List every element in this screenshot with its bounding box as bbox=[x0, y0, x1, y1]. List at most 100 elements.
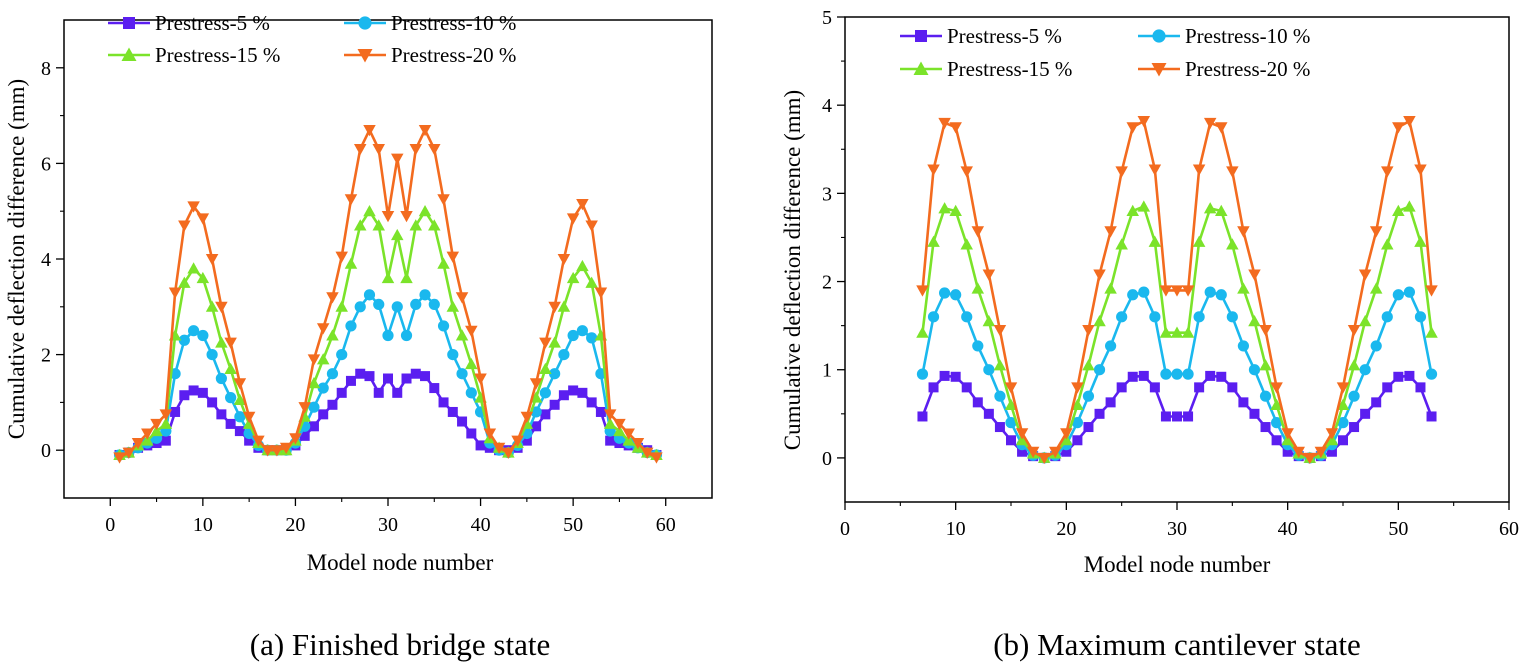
data-point bbox=[233, 378, 247, 390]
data-point bbox=[585, 276, 598, 288]
data-point bbox=[1093, 269, 1106, 281]
data-point bbox=[1093, 314, 1106, 327]
data-point bbox=[234, 411, 246, 423]
data-point bbox=[141, 428, 154, 440]
data-point bbox=[1381, 238, 1394, 250]
data-point bbox=[196, 271, 210, 284]
legend-label: Prestress-20 % bbox=[1185, 57, 1310, 81]
data-point bbox=[1203, 202, 1217, 214]
data-point bbox=[1172, 411, 1182, 422]
data-point bbox=[205, 300, 219, 312]
data-point bbox=[391, 153, 404, 165]
data-point bbox=[1237, 226, 1250, 238]
data-point bbox=[1115, 166, 1128, 178]
data-point bbox=[1017, 446, 1028, 457]
x-tick-label: 0 bbox=[105, 514, 115, 536]
data-point bbox=[1325, 434, 1339, 446]
data-point bbox=[207, 397, 218, 408]
data-point bbox=[586, 332, 598, 344]
x-tick-label: 40 bbox=[1278, 518, 1298, 540]
data-point bbox=[1126, 204, 1139, 216]
x-tick-label: 30 bbox=[1167, 518, 1187, 540]
data-point bbox=[539, 362, 552, 374]
data-point bbox=[1104, 282, 1117, 294]
data-point bbox=[1349, 422, 1360, 433]
data-point bbox=[474, 373, 487, 385]
data-point bbox=[344, 194, 358, 206]
data-point bbox=[650, 452, 663, 464]
data-point bbox=[1083, 422, 1094, 433]
data-point bbox=[613, 418, 626, 431]
y-tick-label: 8 bbox=[41, 58, 51, 80]
data-point bbox=[457, 416, 468, 427]
data-point bbox=[1071, 398, 1084, 410]
series-1 bbox=[917, 370, 1437, 463]
data-point bbox=[1314, 446, 1328, 458]
data-point bbox=[558, 390, 569, 401]
data-point bbox=[141, 434, 154, 446]
data-point bbox=[1392, 204, 1405, 216]
data-point bbox=[1426, 411, 1437, 422]
data-point bbox=[363, 204, 376, 217]
data-point bbox=[1336, 398, 1350, 410]
data-point bbox=[336, 387, 347, 398]
data-point bbox=[1116, 382, 1127, 393]
data-point bbox=[420, 371, 431, 382]
data-point bbox=[1215, 289, 1227, 301]
x-tick-label: 20 bbox=[285, 514, 305, 536]
data-point bbox=[270, 445, 284, 457]
data-point bbox=[1159, 285, 1173, 297]
data-point bbox=[1414, 311, 1427, 323]
data-point bbox=[326, 368, 339, 380]
data-point bbox=[345, 320, 357, 332]
data-point bbox=[1182, 368, 1194, 380]
data-point bbox=[539, 387, 551, 399]
data-point bbox=[1392, 122, 1405, 134]
data-point bbox=[1270, 398, 1283, 410]
data-point bbox=[549, 368, 561, 380]
data-point bbox=[279, 442, 293, 455]
data-point bbox=[428, 144, 441, 156]
data-point bbox=[392, 387, 403, 398]
x-axis-label-b: Model node number bbox=[1084, 552, 1271, 577]
data-point bbox=[531, 421, 542, 432]
data-point bbox=[566, 271, 580, 284]
data-point bbox=[1403, 286, 1415, 298]
data-point bbox=[1382, 382, 1393, 393]
data-point bbox=[983, 364, 995, 376]
y-tick-label: 4 bbox=[822, 95, 832, 117]
data-point bbox=[1115, 238, 1128, 250]
data-point bbox=[613, 424, 626, 437]
data-point bbox=[1271, 417, 1283, 429]
data-point bbox=[391, 228, 404, 241]
data-point bbox=[353, 219, 367, 231]
data-point bbox=[994, 422, 1005, 433]
data-point bbox=[1325, 428, 1339, 440]
data-point bbox=[1194, 382, 1205, 393]
x-tick-label: 50 bbox=[563, 514, 583, 536]
caption-b: (b) Maximum cantilever state bbox=[993, 627, 1361, 662]
data-point bbox=[549, 399, 560, 410]
data-point bbox=[576, 325, 589, 337]
data-point bbox=[308, 401, 320, 413]
data-point bbox=[1348, 390, 1360, 402]
data-point bbox=[1414, 235, 1427, 247]
data-point bbox=[345, 375, 356, 386]
data-point bbox=[418, 204, 432, 217]
data-point bbox=[447, 406, 458, 417]
data-point bbox=[1215, 122, 1228, 134]
y-tick-label: 3 bbox=[822, 183, 832, 205]
data-point bbox=[1370, 340, 1382, 352]
y-tick-label: 2 bbox=[41, 345, 51, 367]
series-1 bbox=[114, 368, 662, 460]
legend-item: Prestress-15 % bbox=[900, 57, 1072, 81]
data-point bbox=[244, 435, 255, 446]
data-point bbox=[961, 382, 972, 393]
data-point bbox=[418, 124, 432, 137]
data-point bbox=[446, 300, 460, 312]
x-axis-label-a: Model node number bbox=[307, 550, 494, 575]
data-point bbox=[1193, 311, 1205, 323]
data-point bbox=[1170, 326, 1184, 338]
data-point bbox=[317, 382, 329, 394]
series-4 bbox=[916, 116, 1438, 465]
